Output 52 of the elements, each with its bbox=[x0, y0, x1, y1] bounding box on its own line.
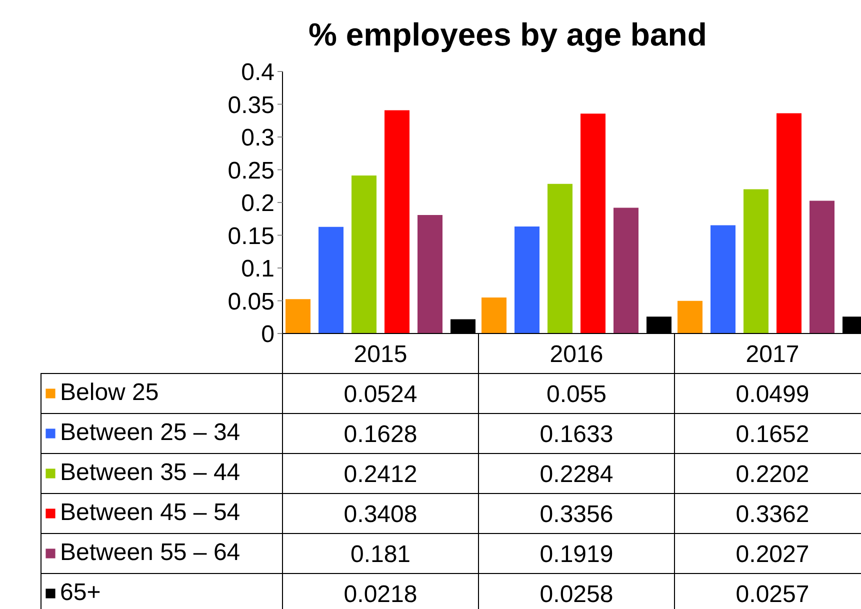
bar bbox=[744, 189, 768, 334]
data-label: 0.1628 bbox=[344, 421, 418, 448]
bar bbox=[514, 226, 540, 334]
x-tick-label: 2015 bbox=[354, 341, 408, 368]
y-tick-label: 0.2 bbox=[241, 190, 275, 217]
data-label: 0.2027 bbox=[736, 541, 810, 568]
data-label: 0.2412 bbox=[344, 461, 418, 488]
y-tick-label: 0.35 bbox=[228, 92, 275, 119]
x-tick-label: 2017 bbox=[746, 341, 800, 368]
data-label: 0.3408 bbox=[344, 501, 418, 528]
data-label: 0.0218 bbox=[344, 581, 418, 608]
bar bbox=[352, 176, 376, 334]
bar bbox=[776, 113, 802, 334]
data-label: 0.2284 bbox=[540, 461, 614, 488]
bar bbox=[418, 214, 442, 334]
legend-label: Below 25 bbox=[60, 378, 159, 408]
bar bbox=[614, 208, 638, 334]
y-tick-label: 0.3 bbox=[241, 124, 275, 152]
bar bbox=[710, 225, 736, 334]
data-label: 0.0499 bbox=[736, 381, 810, 408]
data-label: 0.0524 bbox=[344, 381, 418, 408]
data-label: 0.1919 bbox=[540, 541, 614, 568]
x-tick-label: 2016 bbox=[550, 341, 604, 368]
data-label: 0.1633 bbox=[540, 421, 614, 448]
bar bbox=[548, 184, 572, 334]
legend-label: Between 55 – 64 bbox=[60, 538, 240, 568]
bar bbox=[810, 200, 834, 334]
chart-title: % employees by age band bbox=[308, 16, 707, 52]
y-tick-label: 0 bbox=[261, 321, 275, 348]
data-label: 0.3362 bbox=[736, 501, 810, 528]
bar bbox=[384, 110, 410, 334]
data-label: 0.0258 bbox=[540, 581, 614, 608]
data-label: 0.2202 bbox=[736, 461, 810, 488]
bar bbox=[580, 114, 606, 334]
y-tick-label: 0.1 bbox=[241, 256, 275, 282]
data-label: 0.055 bbox=[546, 381, 607, 408]
legend-label: 65+ bbox=[60, 578, 101, 608]
y-tick-label: 0.25 bbox=[228, 157, 275, 184]
bar bbox=[286, 299, 310, 334]
y-tick-label: 0.4 bbox=[241, 59, 275, 86]
legend-label: Between 35 – 44 bbox=[60, 458, 240, 488]
bar bbox=[678, 300, 702, 334]
y-tick-label: 0.15 bbox=[228, 222, 275, 250]
data-label: 0.0257 bbox=[736, 581, 810, 608]
data-label: 0.181 bbox=[350, 541, 411, 568]
data-label: 0.3356 bbox=[540, 501, 614, 528]
bar bbox=[482, 297, 506, 334]
legend-label: Between 25 – 34 bbox=[60, 418, 240, 448]
bar bbox=[318, 226, 344, 334]
legend-label: Between 45 – 54 bbox=[60, 498, 240, 528]
data-label: 0.1652 bbox=[736, 421, 810, 448]
y-tick-label: 0.05 bbox=[228, 288, 275, 316]
